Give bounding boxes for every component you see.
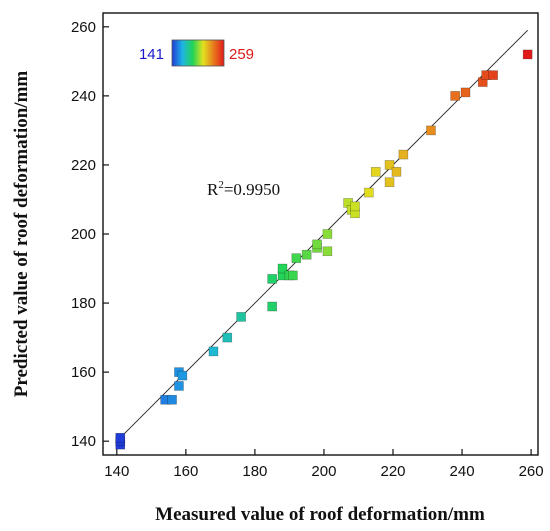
data-point: [322, 246, 333, 257]
colorbar-gradient: [171, 39, 225, 67]
data-point: [208, 346, 219, 357]
data-point: [291, 253, 302, 263]
x-tick-label: 200: [311, 463, 336, 480]
x-axis-title: Measured value of roof deformation/mm: [155, 504, 485, 525]
x-tick-label: 160: [173, 463, 198, 480]
colorbar-min-label: 141: [139, 46, 164, 63]
y-tick-label: 200: [71, 226, 96, 243]
plot-frame: [102, 12, 539, 456]
data-point: [115, 432, 126, 443]
y-tick-label: 240: [71, 88, 96, 105]
axis-ticks: 140 160 180 200 220 240 260 140 160 180 200 220 240 2…: [71, 19, 544, 480]
data-point: [398, 149, 409, 160]
x-tick-label: 240: [450, 463, 475, 480]
data-point: [267, 274, 277, 284]
r-squared-annotation: R2=0.9950: [207, 179, 280, 199]
data-point: [384, 160, 395, 170]
r-squared-sup: 2: [218, 179, 224, 191]
y-tick-label: 260: [71, 19, 96, 36]
data-point: [370, 167, 381, 177]
data-point: [236, 312, 246, 322]
points-layer: [115, 49, 533, 450]
data-point: [384, 177, 395, 188]
x-tick-label: 180: [242, 463, 267, 480]
data-point: [350, 201, 360, 212]
r-squared-value: =0.9950: [224, 180, 280, 199]
data-point: [167, 394, 177, 405]
data-point: [522, 49, 533, 60]
data-point: [364, 187, 374, 198]
y-tick-label: 220: [71, 157, 96, 174]
data-point: [312, 239, 322, 250]
data-point: [177, 370, 188, 381]
r-squared-base: R: [207, 180, 219, 199]
data-point: [288, 270, 298, 281]
colorbar-max-label: 259: [229, 46, 254, 63]
y-tick-label: 140: [71, 433, 96, 450]
data-point: [277, 263, 288, 274]
data-point: [267, 301, 277, 312]
data-point: [391, 167, 402, 177]
data-point: [450, 91, 460, 101]
x-tick-label: 140: [104, 463, 129, 480]
data-point: [460, 87, 471, 98]
x-tick-label: 260: [519, 463, 544, 480]
y-tick-label: 160: [71, 364, 96, 381]
y-tick-label: 180: [71, 295, 96, 312]
data-point: [301, 249, 312, 260]
data-point: [174, 381, 184, 391]
data-point: [426, 125, 436, 136]
y-axis-title: Predicted value of roof deformation/mm: [11, 71, 32, 398]
data-point: [322, 229, 333, 239]
data-point: [222, 332, 233, 343]
x-tick-label: 220: [380, 463, 405, 480]
data-point: [488, 70, 498, 80]
colorbar: 141 259: [139, 39, 254, 67]
